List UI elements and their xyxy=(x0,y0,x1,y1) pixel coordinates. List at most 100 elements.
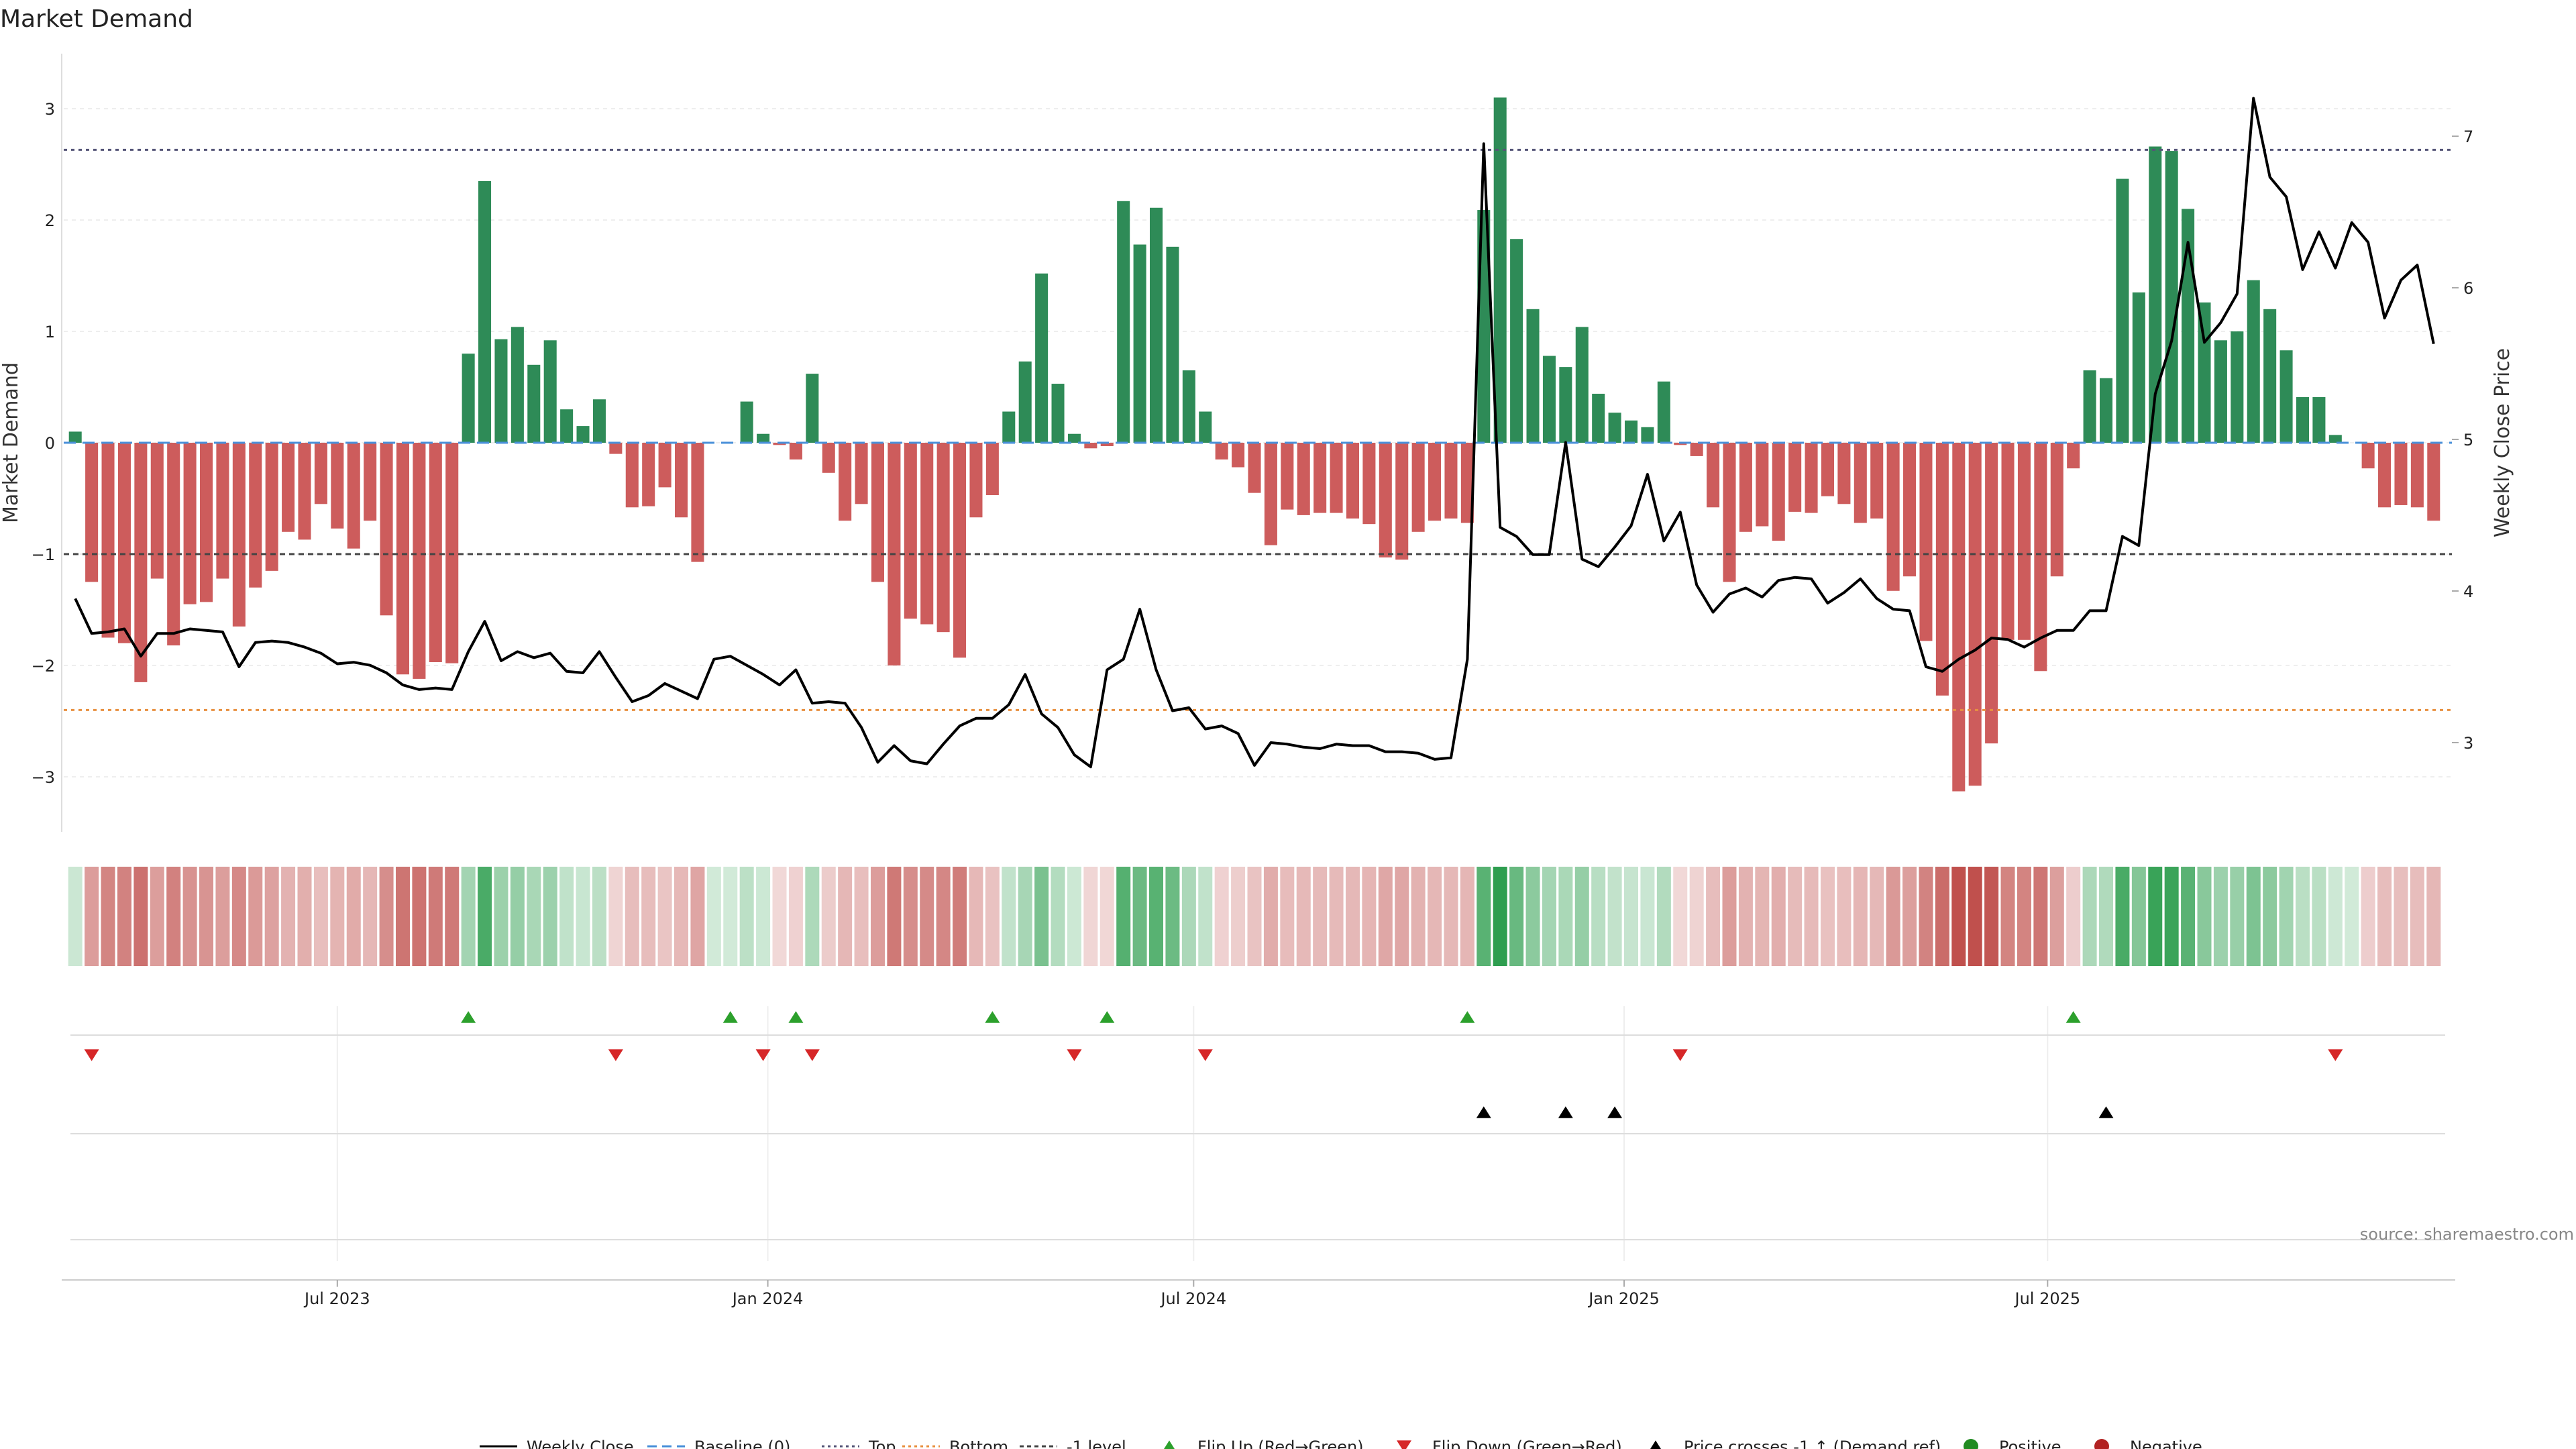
y2-tick-label: 6 xyxy=(2463,279,2473,298)
demand-bar xyxy=(413,443,426,679)
demand-bar xyxy=(1067,433,1081,443)
demand-bar xyxy=(68,431,82,443)
demand-bar xyxy=(511,327,524,443)
demand-bar xyxy=(2427,443,2440,521)
heat-cell xyxy=(674,867,689,966)
heat-cell xyxy=(527,867,541,966)
heat-cell xyxy=(1525,867,1540,966)
heat-cell xyxy=(1460,867,1474,966)
legend-item: Baseline (0) xyxy=(647,1438,790,1449)
heat-cell xyxy=(2197,867,2212,966)
price-cross-marker xyxy=(1607,1106,1623,1118)
chart-title: Market Demand xyxy=(0,5,193,33)
heat-cell xyxy=(1673,867,1688,966)
legend-label: Positive xyxy=(1999,1438,2061,1449)
demand-bar xyxy=(1444,443,1458,519)
heat-cell xyxy=(690,867,705,966)
demand-bar xyxy=(1297,443,1310,515)
demand-bar xyxy=(478,180,492,443)
demand-heat-strip xyxy=(68,867,2441,966)
heat-cell xyxy=(2410,867,2424,966)
demand-bar xyxy=(1968,443,1982,786)
price-cross-marker xyxy=(1476,1106,1491,1118)
heat-cell xyxy=(608,867,623,966)
demand-bar xyxy=(2165,151,2178,443)
y-tick-label: −2 xyxy=(32,657,55,676)
heat-cell xyxy=(2361,867,2375,966)
demand-bar xyxy=(1707,443,1720,508)
price-cross-marker xyxy=(1558,1106,1573,1118)
demand-bar xyxy=(347,443,360,549)
legend-item: Bottom xyxy=(902,1438,1008,1449)
heat-cell xyxy=(756,867,771,966)
heat-cell xyxy=(85,867,99,966)
heat-cell xyxy=(936,867,951,966)
heat-cell xyxy=(313,867,328,966)
demand-bar xyxy=(199,443,213,602)
heat-cell xyxy=(2295,867,2310,966)
heat-cell xyxy=(2279,867,2294,966)
heat-cell xyxy=(1771,867,1786,966)
legend-item: Weekly Close xyxy=(480,1438,634,1449)
demand-bar xyxy=(1411,443,1425,532)
heat-cell xyxy=(821,867,836,966)
reference-lines xyxy=(64,148,2452,711)
demand-bar xyxy=(953,443,967,658)
heat-cell xyxy=(1132,867,1147,966)
demand-bar xyxy=(822,443,835,473)
demand-bar xyxy=(1772,443,1785,541)
demand-bar xyxy=(1199,411,1212,443)
demand-bar xyxy=(1248,443,1261,493)
heat-cell xyxy=(592,867,606,966)
y-tick-label: 3 xyxy=(45,100,55,119)
demand-bar xyxy=(658,443,672,488)
demand-bar xyxy=(2263,309,2277,443)
legend-label: Bottom xyxy=(949,1438,1008,1449)
demand-bar xyxy=(232,443,246,627)
price-line-group xyxy=(74,97,2435,769)
heat-cell xyxy=(903,867,918,966)
demand-bar xyxy=(1657,381,1670,443)
heat-cell xyxy=(510,867,525,966)
demand-bar xyxy=(494,339,508,443)
demand-bar xyxy=(2198,302,2211,443)
heat-cell xyxy=(2312,867,2326,966)
heat-cell xyxy=(739,867,754,966)
demand-bar xyxy=(1575,327,1589,443)
flip-up-marker xyxy=(2065,1011,2081,1023)
demand-bar xyxy=(1510,239,1523,443)
y2-axis-ticks: 3 4 5 6 7 xyxy=(2452,127,2473,753)
demand-bar xyxy=(1805,443,1818,513)
demand-bar xyxy=(855,443,868,504)
demand-bar xyxy=(543,340,557,443)
demand-bar xyxy=(1264,443,1277,545)
heat-cell xyxy=(1116,867,1131,966)
flip-up-marker xyxy=(985,1011,1000,1023)
heat-cell xyxy=(2426,867,2441,966)
heat-cell xyxy=(1788,867,1803,966)
demand-bar xyxy=(1018,361,1032,443)
heat-cell xyxy=(1984,867,1999,966)
heat-cell xyxy=(1329,867,1344,966)
flip-down-marker xyxy=(84,1049,99,1061)
demand-bar xyxy=(904,443,917,619)
y-tick-label: 1 xyxy=(45,323,55,341)
demand-bar xyxy=(691,443,704,562)
x-tick-label: Jul 2025 xyxy=(2013,1289,2080,1308)
demand-bar xyxy=(2149,146,2162,443)
demand-bar xyxy=(1756,443,1769,527)
demand-bar xyxy=(298,443,311,540)
heat-cell xyxy=(543,867,557,966)
demand-bar xyxy=(871,443,885,582)
price-cross-marker xyxy=(2098,1106,2114,1118)
flip-up-marker xyxy=(1460,1011,1475,1023)
heat-cell xyxy=(870,867,885,966)
heat-cell xyxy=(1428,867,1442,966)
y-tick-label: −1 xyxy=(32,545,55,564)
heat-cell xyxy=(2377,867,2392,966)
legend-item: Positive xyxy=(1964,1438,2061,1449)
demand-bar xyxy=(2132,292,2145,443)
heat-cell xyxy=(150,867,164,966)
heat-cell xyxy=(887,867,902,966)
x-axis-ticks: Jul 2023 Jan 2024 Jul 2024 Jan 2025 Jul 2025 xyxy=(62,1279,2455,1308)
